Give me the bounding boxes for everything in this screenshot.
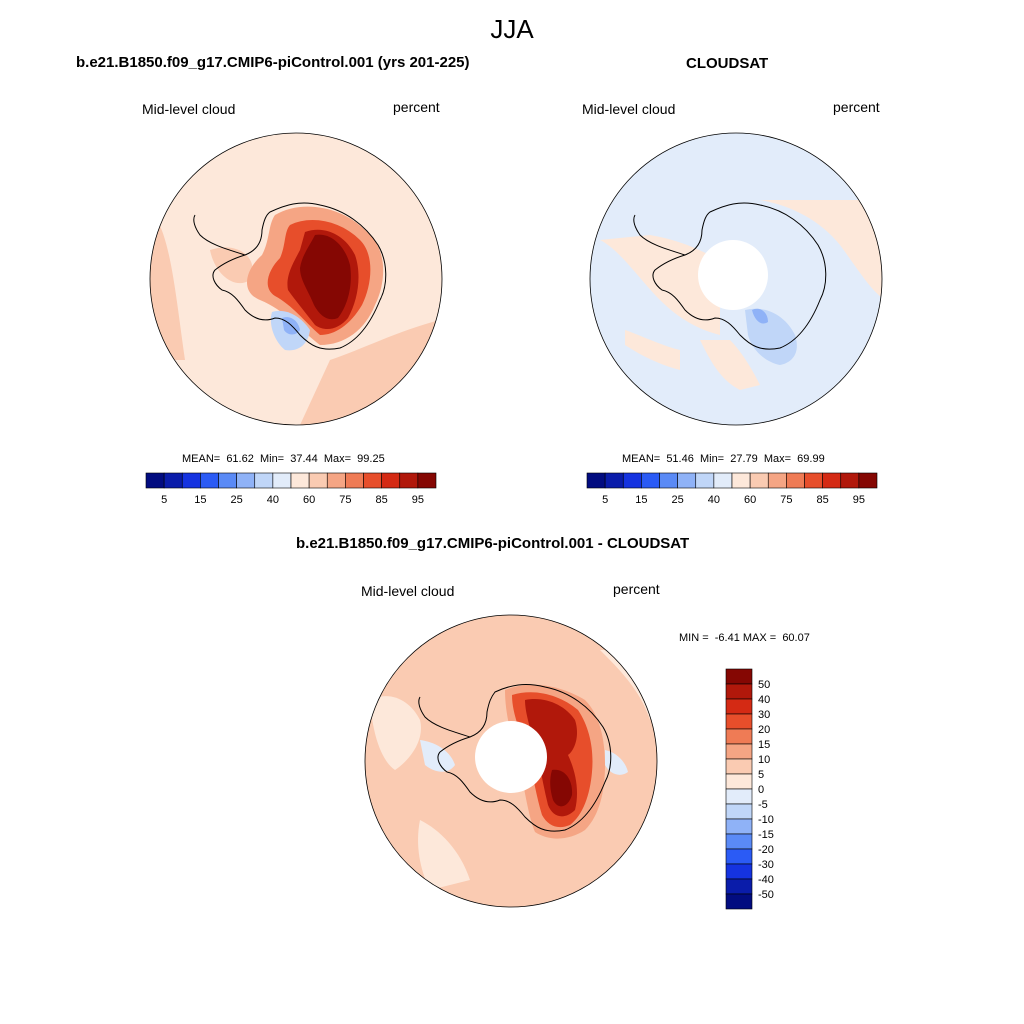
colorbar-tick-label: 95: [853, 494, 865, 506]
panel-3-variable-label: Mid-level cloud: [361, 583, 455, 599]
colorbar-box: [345, 472, 364, 489]
colorbar-tick-label: 0: [758, 784, 764, 796]
colorbar-box: [308, 472, 328, 489]
colorbar-tick-label: 95: [412, 494, 424, 506]
colorbar-box: [181, 472, 201, 489]
colorbar-box: [725, 818, 753, 835]
colorbar-tick-label: 25: [231, 494, 243, 506]
colorbar-tick-label: 25: [672, 494, 684, 506]
colorbar-tick-label: 40: [758, 694, 770, 706]
colorbar-tick-label: -5: [758, 799, 768, 811]
colorbar-tick-label: 40: [708, 494, 720, 506]
colorbar-box: [725, 668, 753, 685]
colorbar-tick-label: -50: [758, 889, 774, 901]
colorbar-box: [725, 863, 753, 880]
colorbar-box: [725, 743, 753, 760]
colorbar-box: [399, 472, 419, 489]
colorbar-box: [695, 472, 715, 489]
colorbar-tick-label: 15: [194, 494, 206, 506]
colorbar-box: [725, 848, 753, 865]
panel-2-title: CLOUDSAT: [686, 55, 769, 72]
panel-3-polar-map: [364, 614, 658, 908]
colorbar-tick-label: -10: [758, 814, 774, 826]
colorbar-tick-label: 40: [267, 494, 279, 506]
colorbar-tick-label: 20: [758, 724, 770, 736]
colorbar-tick-label: 15: [758, 739, 770, 751]
colorbar-box: [749, 472, 769, 489]
panel-1-units-label: percent: [393, 99, 440, 115]
panel-3-stats: MIN = -6.41 MAX = 60.07: [679, 632, 810, 644]
colorbar-tick-label: -40: [758, 874, 774, 886]
colorbar-box: [381, 472, 401, 489]
colorbar-box: [725, 713, 753, 730]
colorbar-tick-label: 75: [780, 494, 792, 506]
colorbar-box: [236, 472, 256, 489]
colorbar-box: [586, 472, 606, 489]
colorbar-box: [725, 728, 753, 745]
colorbar-box: [200, 472, 219, 489]
figure-title: JJA: [490, 14, 534, 44]
colorbar-tick-label: 85: [817, 494, 829, 506]
colorbar-box: [731, 472, 751, 489]
colorbar-box: [254, 472, 274, 489]
panel-1-colorbar: 5 15 25 40 60 75 85 95: [145, 472, 437, 506]
panel-2-variable-label: Mid-level cloud: [582, 101, 676, 117]
colorbar-box: [622, 472, 642, 489]
panel-2-stats: MEAN= 51.46 Min= 27.79 Max= 69.99: [622, 453, 825, 465]
colorbar-box: [677, 472, 697, 489]
colorbar-box: [725, 698, 753, 715]
colorbar-tick-label: 5: [161, 494, 167, 506]
colorbar-tick-label: 15: [635, 494, 647, 506]
panel-1-variable-label: Mid-level cloud: [142, 101, 236, 117]
colorbar-tick-label: 5: [602, 494, 608, 506]
colorbar-box: [604, 472, 624, 489]
colorbar-box: [725, 803, 753, 820]
colorbar-tick-label: -15: [758, 829, 774, 841]
colorbar-box: [163, 472, 183, 489]
colorbar-box: [659, 472, 678, 489]
colorbar-box: [725, 788, 753, 805]
colorbar-box: [363, 472, 382, 489]
colorbar-tick-label: 50: [758, 679, 770, 691]
colorbar-box: [725, 893, 753, 910]
colorbar-box: [786, 472, 805, 489]
colorbar-tick-label: 75: [339, 494, 351, 506]
colorbar-box: [725, 773, 753, 790]
panel-3-title: b.e21.B1850.f09_g17.CMIP6-piControl.001 …: [296, 535, 690, 552]
colorbar-box: [858, 472, 878, 489]
colorbar-box: [272, 472, 292, 489]
colorbar-box: [326, 472, 346, 489]
colorbar-tick-label: 85: [376, 494, 388, 506]
colorbar-tick-label: -30: [758, 859, 774, 871]
colorbar-tick-label: 10: [758, 754, 770, 766]
colorbar-box: [417, 472, 437, 489]
colorbar-tick-label: 60: [744, 494, 756, 506]
colorbar-box: [725, 758, 753, 775]
panel-2-units-label: percent: [833, 99, 880, 115]
colorbar-box: [822, 472, 842, 489]
colorbar-box: [290, 472, 310, 489]
colorbar-box: [641, 472, 660, 489]
colorbar-box: [804, 472, 823, 489]
panel-2-colorbar: 5 15 25 40 60 75 85 95: [586, 472, 878, 506]
colorbar-box: [767, 472, 787, 489]
colorbar-tick-label: 30: [758, 709, 770, 721]
colorbar-tick-label: 5: [758, 769, 764, 781]
panel-2-polar-map: [589, 132, 883, 426]
colorbar-tick-label: 60: [303, 494, 315, 506]
colorbar-box: [725, 878, 753, 895]
colorbar-box: [218, 472, 237, 489]
colorbar-box: [713, 472, 733, 489]
colorbar-tick-label: -20: [758, 844, 774, 856]
colorbar-box: [145, 472, 165, 489]
colorbar-box: [840, 472, 860, 489]
panel-1-stats: MEAN= 61.62 Min= 37.44 Max= 99.25: [182, 453, 385, 465]
panel-1-title: b.e21.B1850.f09_g17.CMIP6-piControl.001 …: [76, 54, 470, 71]
colorbar-box: [725, 833, 753, 850]
panel-3-units-label: percent: [613, 581, 660, 597]
colorbar-box: [725, 683, 753, 700]
